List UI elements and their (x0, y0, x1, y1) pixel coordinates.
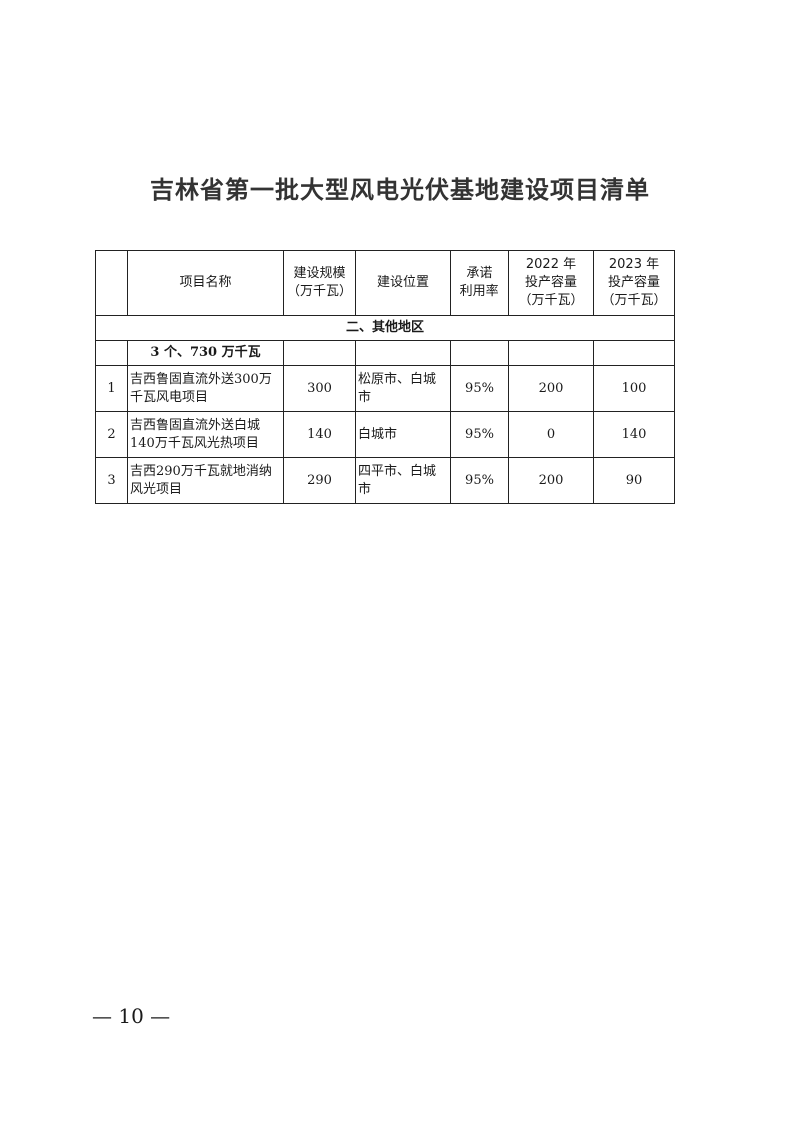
row-location: 松原市、白城市 (355, 365, 451, 412)
row-scale: 290 (283, 457, 356, 504)
header-line: 投产容量 (524, 275, 577, 290)
header-scale: 建设规模 （万千瓦） (283, 250, 356, 316)
row-rate: 95% (450, 457, 509, 504)
row-2023: 100 (593, 365, 675, 412)
document-title: 吉林省第一批大型风电光伏基地建设项目清单 (150, 175, 650, 204)
row-2022: 200 (508, 365, 594, 412)
header-line: 2023 年 (608, 257, 660, 272)
row-name: 吉西鲁固直流外送白城140万千瓦风光热项目 (127, 411, 284, 458)
cell (593, 340, 675, 366)
cell (355, 340, 451, 366)
header-line: （万千瓦） (518, 293, 584, 308)
row-scale: 300 (283, 365, 356, 412)
row-no: 2 (95, 411, 128, 458)
row-2023: 90 (593, 457, 675, 504)
row-rate: 95% (450, 365, 509, 412)
header-rate: 承诺利用率 (450, 250, 509, 316)
row-no: 3 (95, 457, 128, 504)
header-2023: 2023 年投产容量 （万千瓦） (593, 250, 675, 316)
page-number: — 10 — (92, 1004, 171, 1028)
row-2022: 200 (508, 457, 594, 504)
row-name: 吉西290万千瓦就地消纳风光项目 (127, 457, 284, 504)
subtotal-label: 3 个、730 万千瓦 (127, 340, 284, 366)
row-2023: 140 (593, 411, 675, 458)
subtotal-row: 3 个、730 万千瓦 (95, 340, 675, 366)
header-line: （万千瓦） (286, 284, 352, 299)
header-location: 建设位置 (355, 250, 451, 316)
row-location: 白城市 (355, 411, 451, 458)
table-row: 3 吉西290万千瓦就地消纳风光项目 290 四平市、白城市 95% 200 9… (95, 457, 675, 504)
cell (283, 340, 356, 366)
row-location: 四平市、白城市 (355, 457, 451, 504)
table-row: 2 吉西鲁固直流外送白城140万千瓦风光热项目 140 白城市 95% 0 14… (95, 411, 675, 458)
cell (450, 340, 509, 366)
project-table: 项目名称 建设规模 （万千瓦） 建设位置 承诺利用率 2022 年投产容量 （万千瓦… (95, 250, 675, 504)
row-2022: 0 (508, 411, 594, 458)
header-no (95, 250, 128, 316)
row-no: 1 (95, 365, 128, 412)
header-rate-label: 承诺利用率 (459, 266, 499, 299)
row-scale: 140 (283, 411, 356, 458)
header-line: 2022 年 (525, 257, 577, 272)
header-line: （万千瓦） (601, 293, 667, 308)
header-line: 投产容量 (607, 275, 660, 290)
header-line: 建设规模 (293, 266, 346, 281)
section-label: 二、其他地区 (95, 315, 675, 341)
table-row: 1 吉西鲁固直流外送300万千瓦风电项目 300 松原市、白城市 95% 200… (95, 365, 675, 412)
section-row: 二、其他地区 (95, 315, 675, 341)
row-name: 吉西鲁固直流外送300万千瓦风电项目 (127, 365, 284, 412)
cell (508, 340, 594, 366)
header-row: 项目名称 建设规模 （万千瓦） 建设位置 承诺利用率 2022 年投产容量 （万千瓦… (95, 250, 675, 316)
header-name: 项目名称 (127, 250, 284, 316)
cell (95, 340, 128, 366)
row-rate: 95% (450, 411, 509, 458)
header-2022: 2022 年投产容量 （万千瓦） (508, 250, 594, 316)
